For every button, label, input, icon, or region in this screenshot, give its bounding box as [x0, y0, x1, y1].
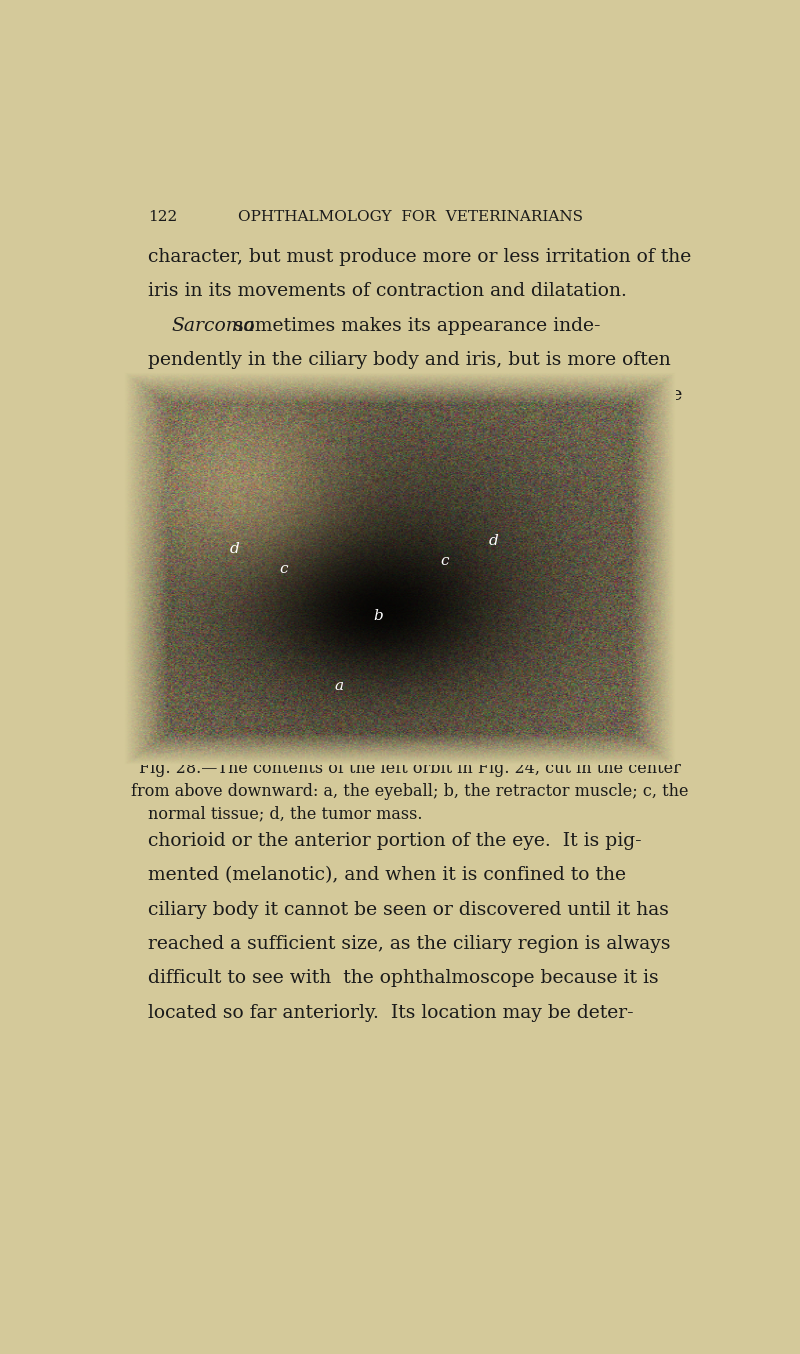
Text: mented (melanotic), and when it is confined to the: mented (melanotic), and when it is confi… [148, 867, 626, 884]
Text: difficult to see with  the ophthalmoscope because it is: difficult to see with the ophthalmoscope… [148, 969, 659, 987]
Text: chorioid or the anterior portion of the eye.  It is pig-: chorioid or the anterior portion of the … [148, 831, 642, 850]
Text: d: d [489, 535, 498, 548]
Text: Sarcoma: Sarcoma [171, 317, 255, 334]
Text: pendently in the ciliary body and iris, but is more often: pendently in the ciliary body and iris, … [148, 351, 671, 370]
Text: d: d [230, 542, 239, 556]
Text: 122: 122 [148, 210, 178, 225]
Text: from above downward: a, the eyeball; b, the retractor muscle; c, the: from above downward: a, the eyeball; b, … [131, 783, 689, 800]
Text: extended to these portions from primary affection of the: extended to these portions from primary … [148, 386, 682, 403]
Text: c: c [440, 554, 449, 567]
Text: located so far anteriorly.  Its location may be deter-: located so far anteriorly. Its location … [148, 1003, 634, 1022]
Text: ciliary body it cannot be seen or discovered until it has: ciliary body it cannot be seen or discov… [148, 900, 670, 918]
Text: a: a [334, 680, 344, 693]
Text: OPHTHALMOLOGY  FOR  VETERINARIANS: OPHTHALMOLOGY FOR VETERINARIANS [238, 210, 582, 225]
Text: character, but must produce more or less irritation of the: character, but must produce more or less… [148, 248, 692, 265]
Text: sometimes makes its appearance inde-: sometimes makes its appearance inde- [222, 317, 601, 334]
Text: b: b [373, 609, 382, 623]
Text: normal tissue; d, the tumor mass.: normal tissue; d, the tumor mass. [148, 806, 423, 823]
Text: reached a sufficient size, as the ciliary region is always: reached a sufficient size, as the ciliar… [148, 936, 671, 953]
Text: Fig. 28.—The contents of the left orbit in Fig. 24, cut in the center: Fig. 28.—The contents of the left orbit … [139, 760, 681, 777]
Text: c: c [280, 562, 288, 575]
Text: iris in its movements of contraction and dilatation.: iris in its movements of contraction and… [148, 283, 627, 301]
